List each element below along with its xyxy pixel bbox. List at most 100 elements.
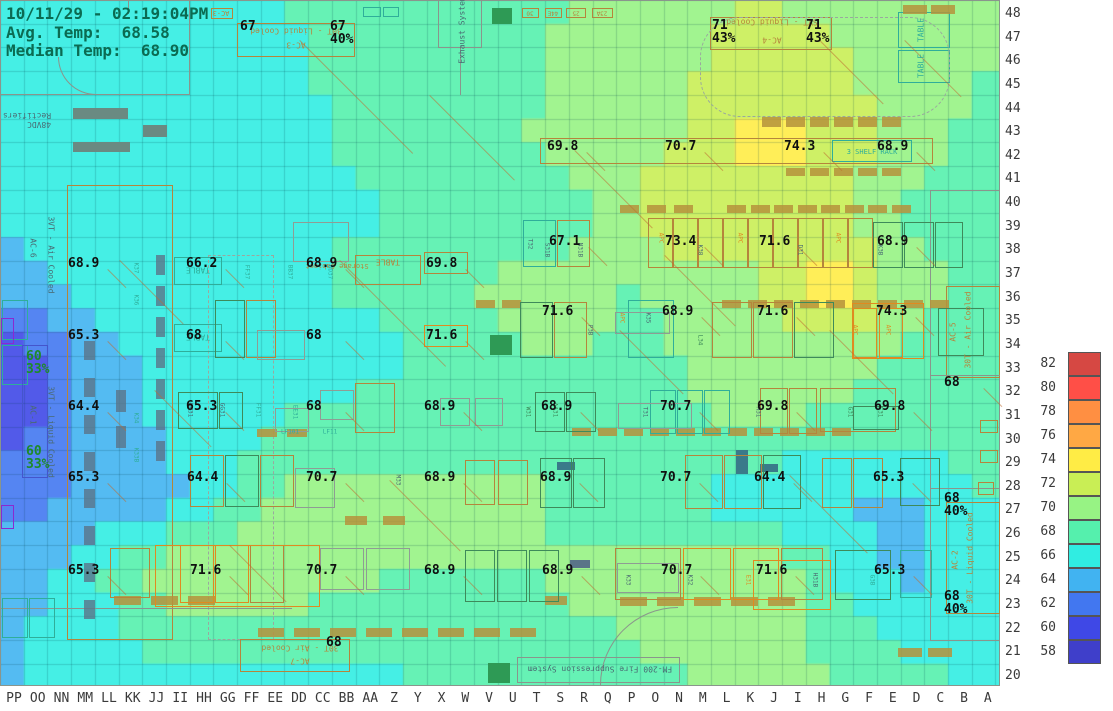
legend-swatch [1068, 544, 1101, 568]
temp-label: 70.7 [660, 470, 692, 485]
rack-outline [178, 392, 218, 429]
column-label: U [508, 691, 517, 706]
rack-tile [903, 5, 927, 14]
column-label: C [936, 691, 945, 706]
facility-label: GG31 [218, 402, 226, 418]
rack-outline [618, 403, 692, 429]
rack-outline [615, 548, 681, 600]
cable-tray-tile [84, 452, 95, 471]
legend-swatch [1068, 640, 1101, 664]
wall-line [930, 488, 1000, 489]
rack-tile [750, 205, 770, 213]
rack-tile [858, 168, 877, 176]
room-wall [832, 140, 912, 162]
rack-tile [810, 168, 829, 176]
rack-outline [275, 408, 309, 432]
rack-tile [762, 117, 781, 127]
wall-line [128, 0, 129, 14]
temp-label: 68.9 [662, 304, 694, 319]
rack-tile [151, 596, 178, 605]
column-label: LL [101, 691, 117, 706]
column-label: Z [390, 691, 398, 706]
rack-outline [529, 550, 559, 602]
rack-outline [219, 392, 243, 429]
rack-outline [566, 392, 596, 432]
temp-label: 71 43% [806, 18, 830, 46]
rack-outline [554, 302, 587, 358]
equipment-tile [73, 142, 130, 152]
room-wall [946, 502, 1000, 614]
facility-label: APC [618, 312, 626, 324]
column-label: R [580, 691, 588, 706]
facility-label: D31 [796, 244, 804, 256]
column-label: W [461, 691, 470, 706]
rack-tile [786, 117, 805, 127]
legend-value: 64 [1040, 572, 1056, 587]
rack-tile [844, 205, 864, 213]
rack-tile [821, 205, 840, 213]
rack-tile [878, 300, 897, 308]
temp-label: 65.3 [874, 563, 906, 578]
temp-label: 69.8 [874, 399, 906, 414]
temp-label: 68.9 [424, 470, 456, 485]
temp-label: 65.3 [186, 399, 218, 414]
legend-value: 72 [1040, 476, 1056, 491]
rack-outline [320, 548, 364, 590]
rack-tile [852, 300, 871, 308]
rack-outline [683, 548, 731, 600]
temp-label: 73.4 [665, 234, 697, 249]
rack-outline [2, 300, 28, 340]
facility-label: G31 [846, 406, 854, 418]
rack-outline [904, 222, 934, 268]
rack-outline [980, 420, 998, 433]
legend-value: 78 [1040, 404, 1056, 419]
temp-label: 60 33% [26, 444, 50, 472]
rack-outline [545, 8, 562, 18]
legend-swatch [1068, 592, 1101, 616]
legend-swatch [1068, 448, 1101, 472]
facility-label: K38 [696, 244, 704, 256]
rack-tile [474, 628, 500, 637]
rack-outline [320, 390, 354, 420]
rack-outline [110, 548, 150, 598]
rack-outline [823, 218, 848, 268]
facility-label: H31B [811, 572, 819, 588]
facility-label: TABLE [916, 53, 926, 79]
equipment-tile [760, 464, 778, 472]
equipment-tile [490, 335, 512, 355]
temp-label: 69.8 [426, 256, 458, 271]
equipment-tile [570, 560, 590, 568]
column-label: D [912, 691, 921, 706]
column-label: EE [267, 691, 284, 706]
rack-tile [882, 168, 901, 176]
facility-label: K33B [132, 447, 140, 463]
room-wall [517, 657, 680, 683]
median-temp-label: Median Temp: 68.90 [6, 41, 190, 60]
rack-tile [402, 628, 428, 637]
rack-outline [935, 222, 963, 268]
facility-label: Exhaust System [457, 0, 467, 64]
facility-label: K34 [132, 412, 140, 424]
cable-tray-tile [156, 379, 165, 399]
facility-label: APC [834, 232, 842, 244]
column-label: M [698, 691, 707, 706]
rack-outline [366, 548, 410, 590]
rack-tile [928, 648, 952, 657]
legend-value: 66 [1040, 548, 1056, 563]
temp-label: 64.4 [68, 399, 100, 414]
rack-outline [29, 598, 55, 638]
room-wall [240, 639, 350, 672]
rack-outline [704, 390, 730, 434]
rack-outline [566, 8, 586, 18]
facility-label: T31 [641, 406, 649, 418]
rack-outline [733, 548, 779, 600]
rack-tile [727, 205, 746, 213]
row-label: 43 [1005, 124, 1021, 140]
row-label: 21 [1005, 644, 1021, 660]
wall-line [930, 190, 931, 640]
rack-tile [882, 117, 901, 127]
column-label: L [722, 691, 731, 706]
column-label: JJ [148, 691, 165, 706]
facility-label: APC [884, 324, 892, 336]
rack-tile [502, 300, 521, 308]
